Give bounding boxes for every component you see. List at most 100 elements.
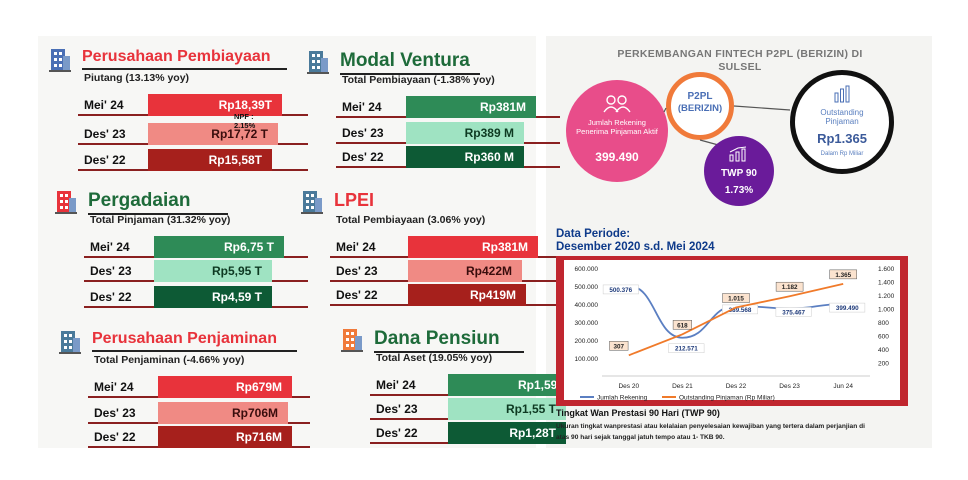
right-axis-tick-label: 1.200 <box>878 293 895 300</box>
row-value-bar: Rp679M <box>158 376 292 398</box>
twp-desc-line1: Ukuran tingkat wanprestasi atau kelalaia… <box>556 423 865 430</box>
data-label-box <box>829 269 857 280</box>
legend-label: Outstanding Pinjaman (Rp Miliar) <box>679 395 775 402</box>
series-line-1 <box>628 282 844 357</box>
twp-label: TWP 90 <box>721 168 757 179</box>
x-axis-tick-label: Jun 24 <box>833 383 853 390</box>
right-axis-tick-label: 200 <box>878 361 889 368</box>
twp-heading: Tingkat Wan Prestasi 90 Hari (TWP 90) <box>556 408 720 418</box>
x-axis-tick-label: Des 22 <box>726 383 747 390</box>
periode-line1: Data Periode: <box>556 228 631 240</box>
row-value-bar: Rp15,58T <box>148 149 272 171</box>
chart-plot-background <box>564 260 900 400</box>
outstanding-label: Outstanding Pinjaman <box>820 108 864 126</box>
twp-desc-line2: atas 90 hari sejak tanggal jatuh tempo a… <box>556 434 725 441</box>
data-label-box <box>775 281 804 292</box>
row-value-bar: Rp389 M <box>406 122 524 144</box>
section-title: LPEI <box>334 190 375 210</box>
title-underline <box>92 350 297 352</box>
row-value-bar: Rp18,39T <box>148 94 282 116</box>
bar-chart-icon <box>834 85 850 103</box>
row-value-bar: Rp381M <box>406 96 536 118</box>
row-value-bar: Rp1,55 T <box>448 398 566 420</box>
data-label-box <box>722 304 758 315</box>
title-underline <box>82 68 287 70</box>
section-title: Dana Pensiun <box>374 328 500 349</box>
building-icon <box>307 51 329 74</box>
title-underline <box>340 73 480 75</box>
right-axis-tick-label: 800 <box>878 320 889 327</box>
left-axis-tick-label: 600.000 <box>575 266 599 273</box>
data-row: Des' 22 Rp15,58T <box>78 149 308 171</box>
rekening-label: Jumlah Rekening Penerima Pinjaman Aktif <box>576 118 658 136</box>
twp-description: Ukuran tingkat wanprestasi atau kelalaia… <box>556 421 928 443</box>
fintech-title-line2: SULSEL <box>718 61 762 73</box>
data-row: Des' 22 Rp360 M <box>336 146 560 168</box>
building-icon <box>59 331 81 354</box>
section-subtitle: Total Aset (19.05% yoy) <box>376 352 493 364</box>
data-label: 389.568 <box>729 307 752 314</box>
chart-growth-icon <box>729 146 747 162</box>
data-label-box <box>609 341 629 351</box>
people-icon <box>603 95 631 113</box>
section-title: Pergadaian <box>88 190 191 211</box>
p2pl-line1: P2PL <box>687 91 713 102</box>
building-icon <box>49 49 71 72</box>
row-value-bar: Rp1,28T <box>448 422 566 444</box>
data-row: Des' 23 Rp17,72 T <box>78 123 308 145</box>
section-subtitle: Total Pembiayaan (-1.38% yoy) <box>342 74 495 86</box>
data-label: 375.467 <box>782 309 805 316</box>
fintech-title-line1: PERKEMBANGAN FINTECH P2PL (BERIZIN) DI <box>617 48 863 60</box>
data-label: 500.376 <box>609 287 632 294</box>
row-value-bar: Rp4,59 T <box>154 286 272 308</box>
right-axis-tick-label: 1.000 <box>878 307 895 314</box>
outstanding-circle: Outstanding Pinjaman Rp1.365 Dalam Rp Mi… <box>790 70 894 174</box>
x-axis-tick-label: Des 20 <box>618 383 639 390</box>
row-value-bar: Rp706M <box>158 402 288 424</box>
row-value-bar: Rp360 M <box>406 146 524 168</box>
row-value-bar: Rp381M <box>408 236 538 258</box>
building-icon <box>301 191 323 214</box>
right-axis-tick-label: 400 <box>878 347 889 354</box>
row-value-bar: Rp5,95 T <box>154 260 272 282</box>
right-axis-tick-label: 1.600 <box>878 266 895 273</box>
section-subtitle: Total Pinjaman (31.32% yoy) <box>90 214 231 226</box>
data-row: Mei' 24 Rp1,59 T <box>370 374 578 396</box>
section-title: Perusahaan Penjaminan <box>92 330 277 347</box>
left-axis-tick-label: 500.000 <box>575 284 599 291</box>
data-row: Des' 22 Rp419M <box>330 284 560 306</box>
rekening-circle: Jumlah Rekening Penerima Pinjaman Aktif … <box>566 80 668 182</box>
data-row: Mei' 24 Rp381M <box>330 236 560 258</box>
p2pl-line2: (BERIZIN) <box>677 103 723 114</box>
building-icon <box>55 191 77 214</box>
data-row: Des' 23 Rp389 M <box>336 122 560 144</box>
rekening-value: 399.490 <box>595 150 639 164</box>
outstanding-value: Rp1.365 <box>817 131 867 146</box>
data-row: Des' 22 Rp1,28T <box>370 422 566 444</box>
section-subtitle: Piutang (13.13% yoy) <box>84 72 190 84</box>
data-row: Mei' 24 Rp381M <box>336 96 560 118</box>
data-label: 1.182 <box>782 284 798 291</box>
fintech-title: PERKEMBANGAN FINTECH P2PL (BERIZIN) DI S… <box>560 48 920 74</box>
left-axis-tick-label: 100.000 <box>575 356 599 363</box>
row-value-bar: Rp422M <box>408 260 522 282</box>
section-title: Modal Ventura <box>340 50 470 71</box>
x-axis-tick-label: Des 21 <box>672 383 693 390</box>
left-axis-tick-label: 400.000 <box>575 302 599 309</box>
left-axis-tick-label: 300.000 <box>575 320 599 327</box>
data-label: 1.015 <box>728 295 744 302</box>
section-subtitle: Total Pembiayaan (3.06% yoy) <box>336 214 486 226</box>
row-value-bar: Rp716M <box>158 426 292 448</box>
data-label: 307 <box>614 343 625 350</box>
periode-label: Data Periode: Desember 2020 s.d. Mei 202… <box>556 228 715 254</box>
legend-label: Jumlah Rekening <box>597 395 648 402</box>
periode-line2: Desember 2020 s.d. Mei 2024 <box>556 241 715 253</box>
section-title: Perusahaan Pembiayaan <box>82 48 271 65</box>
title-underline <box>88 213 228 215</box>
fintech-line-chart: 100.000 200.000 300.000 400.000 500.000 600.0… <box>556 256 908 406</box>
x-axis-tick-label: Des 23 <box>779 383 800 390</box>
twp-value: 1.73% <box>724 185 754 196</box>
title-underline <box>374 351 524 353</box>
data-label: 618 <box>677 322 688 329</box>
data-label-box <box>668 343 705 353</box>
